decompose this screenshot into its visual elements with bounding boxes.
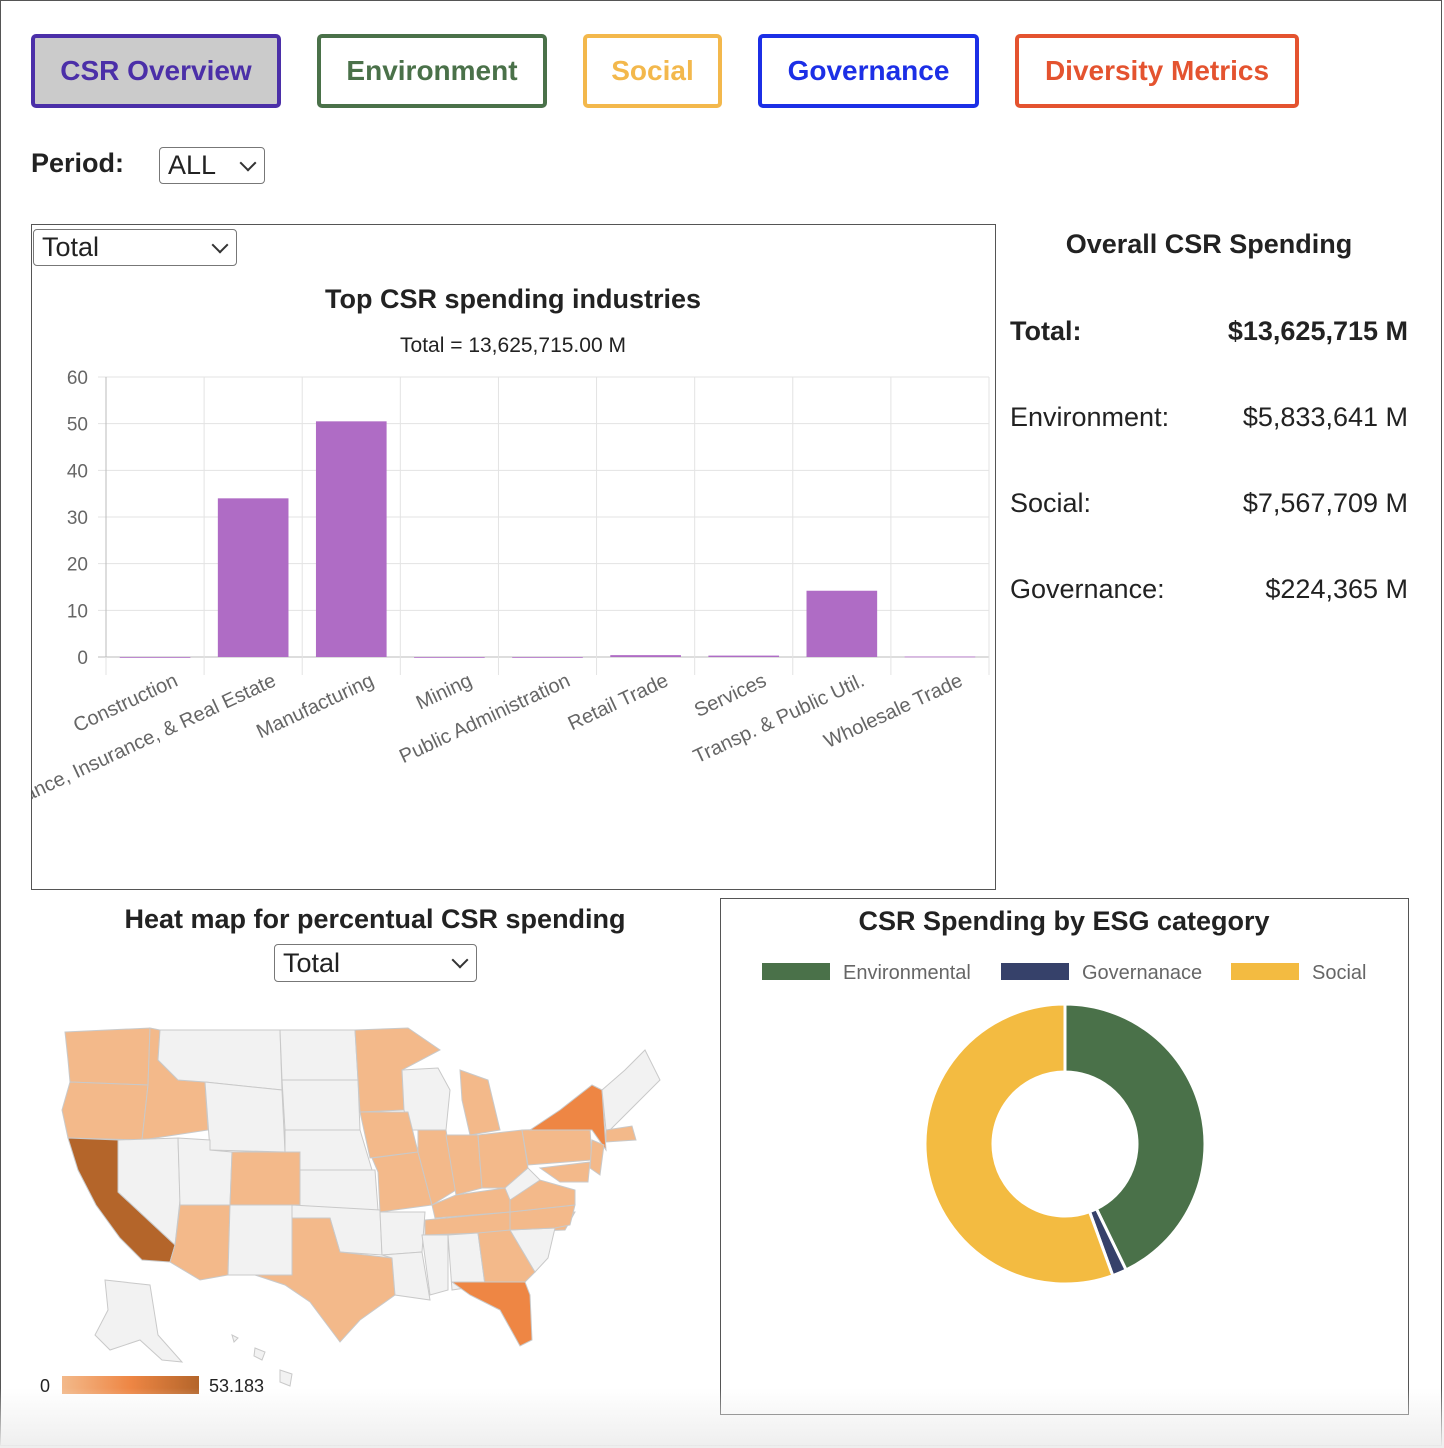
y-tick-label: 10 <box>67 601 88 622</box>
x-tick-label: Services <box>691 670 770 722</box>
y-tick-label: 60 <box>67 368 88 389</box>
state-south-dakota[interactable] <box>281 1079 361 1131</box>
bar-public-administration[interactable] <box>512 657 583 658</box>
x-tick-label: Public Administration <box>396 670 574 768</box>
bar-transp-public-util-[interactable] <box>806 590 878 657</box>
state-maryland[interactable] <box>538 1161 591 1183</box>
state-pennsylvania[interactable] <box>521 1127 593 1166</box>
bar-services[interactable] <box>708 655 780 657</box>
industry-chart-subtitle: Total = 13,625,715.00 M <box>400 334 626 357</box>
chevron-down-icon <box>451 951 469 969</box>
state-oregon[interactable] <box>61 1081 149 1141</box>
state-mississippi[interactable] <box>421 1234 449 1296</box>
chevron-down-icon <box>239 154 257 171</box>
industry-metric-select[interactable]: Total <box>33 229 237 266</box>
legend-label[interactable]: Governanace <box>1082 962 1202 984</box>
state-new-jersey[interactable] <box>589 1139 605 1176</box>
legend-swatch <box>1001 963 1069 980</box>
y-tick-label: 40 <box>67 461 88 482</box>
tab-diversity-metrics[interactable]: Diversity Metrics <box>1015 34 1299 108</box>
summary-label: Total: <box>1010 316 1082 346</box>
summary-label: Environment: <box>1010 402 1170 432</box>
state-kansas[interactable] <box>299 1169 379 1211</box>
state-new-england[interactable] <box>601 1049 661 1131</box>
bar-finance-insurance-real-estate[interactable] <box>217 498 289 657</box>
state-illinois[interactable] <box>417 1129 457 1206</box>
state-north-dakota[interactable] <box>279 1029 359 1081</box>
legend-swatch <box>1231 963 1299 980</box>
y-tick-label: 50 <box>67 415 88 436</box>
legend-label[interactable]: Social <box>1312 962 1366 984</box>
us-heat-map[interactable]: 0 53.183 <box>0 990 700 1410</box>
state-michigan[interactable] <box>459 1069 501 1136</box>
summary-row-governance: Governance: $224,365 M <box>1010 574 1408 605</box>
heatmap-legend-min: 0 <box>40 1376 50 1396</box>
esg-donut-panel: CSR Spending by ESG category Environment… <box>720 898 1409 1415</box>
summary-label: Social: <box>1010 488 1092 518</box>
summary-value: $7,567,709 M <box>1242 488 1408 518</box>
donut-slice-environmental[interactable] <box>1063 1002 1207 1272</box>
state-hawaii[interactable] <box>231 1334 293 1387</box>
state-louisiana[interactable] <box>381 1251 431 1301</box>
legend-label[interactable]: Environmental <box>843 962 971 984</box>
summary-value: $5,833,641 M <box>1242 402 1408 432</box>
state-iowa[interactable] <box>359 1111 419 1159</box>
y-tick-label: 20 <box>67 555 88 576</box>
state-missouri[interactable] <box>371 1151 433 1213</box>
esg-donut-chart: CSR Spending by ESG category Environment… <box>762 906 1366 1286</box>
x-tick-label: Retail Trade <box>565 670 672 736</box>
period-select[interactable]: ALL <box>159 147 265 184</box>
period-select-value: ALL <box>168 150 217 180</box>
period-label: Period: <box>31 148 125 178</box>
y-tick-label: 0 <box>77 648 88 669</box>
bar-construction[interactable] <box>119 657 191 658</box>
legend-swatch <box>762 963 830 980</box>
state-georgia[interactable] <box>477 1229 536 1286</box>
summary-row-social: Social: $7,567,709 M <box>1010 488 1408 519</box>
tab-governance[interactable]: Governance <box>758 34 979 108</box>
bar-wholesale-trade[interactable] <box>904 656 976 658</box>
summary-value: $224,365 M <box>1265 574 1408 604</box>
state-washington[interactable] <box>64 1027 151 1086</box>
industry-chart-panel: Total Top CSR spending industries Total … <box>31 224 996 890</box>
summary-title: Overall CSR Spending <box>1065 229 1353 259</box>
bar-mining[interactable] <box>414 657 485 658</box>
state-alaska[interactable] <box>94 1279 184 1363</box>
state-arkansas[interactable] <box>379 1211 426 1256</box>
tab-csr-overview[interactable]: CSR Overview <box>31 34 281 108</box>
state-colorado[interactable] <box>229 1151 301 1206</box>
summary-row-environment: Environment: $5,833,641 M <box>1010 402 1408 433</box>
heatmap-metric-select-value: Total <box>283 947 341 978</box>
summary-label: Governance: <box>1010 574 1165 604</box>
tab-environment[interactable]: Environment <box>317 34 547 108</box>
summary-row-total: Total: $13,625,715 M <box>1010 316 1408 347</box>
industry-bar-chart: Top CSR spending industries Total = 13,6… <box>32 284 990 818</box>
state-texas[interactable] <box>254 1217 396 1343</box>
summary-value: $13,625,715 M <box>1227 316 1408 346</box>
bar-manufacturing[interactable] <box>315 421 387 657</box>
state-new-mexico[interactable] <box>227 1204 293 1276</box>
bar-retail-trade[interactable] <box>610 655 681 657</box>
industry-metric-select-value: Total <box>42 232 100 262</box>
state-arizona[interactable] <box>169 1204 231 1281</box>
state-wyoming[interactable] <box>204 1081 286 1153</box>
bottom-shade <box>0 1388 1444 1448</box>
state-florida[interactable] <box>450 1281 533 1347</box>
donut-slice-social[interactable] <box>923 1002 1115 1286</box>
state-virginia[interactable] <box>509 1179 576 1213</box>
x-tick-label: Mining <box>413 670 476 715</box>
tab-social[interactable]: Social <box>583 34 722 108</box>
donut-title: CSR Spending by ESG category <box>858 906 1269 936</box>
heatmap-title: Heat map for percentual CSR spending <box>124 904 626 934</box>
x-tick-label: Transp. & Public Util. <box>690 670 868 769</box>
y-tick-label: 30 <box>67 508 88 529</box>
heatmap-metric-select[interactable]: Total <box>274 944 477 982</box>
industry-chart-title: Top CSR spending industries <box>325 284 701 314</box>
state-massachusetts[interactable] <box>605 1125 637 1143</box>
